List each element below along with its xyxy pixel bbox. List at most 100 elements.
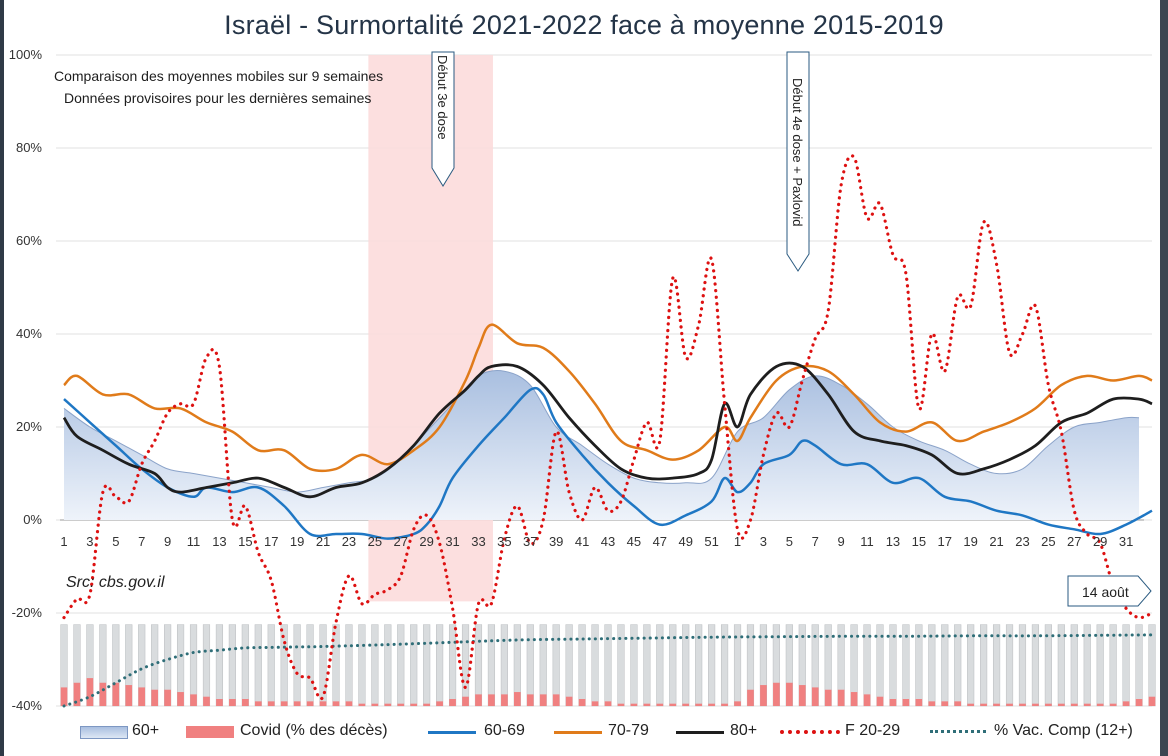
- covid-bar: [747, 689, 754, 706]
- covid-bar: [229, 699, 236, 706]
- covid-bar: [190, 694, 197, 706]
- bar-background: [448, 624, 457, 707]
- x-tick-label: 1: [60, 534, 67, 549]
- covid-bar: [954, 701, 962, 706]
- covid-bar: [462, 696, 469, 706]
- covid-bar: [319, 701, 327, 706]
- area-60plus-fill: [64, 370, 1140, 520]
- x-tick-label: 7: [138, 534, 145, 549]
- covid-bar: [928, 701, 936, 706]
- covid-bar: [604, 701, 612, 706]
- covid-bar: [902, 699, 910, 706]
- bar-background: [423, 624, 431, 707]
- bar-background: [526, 624, 534, 707]
- bar-background: [436, 624, 444, 707]
- bar-background: [500, 624, 508, 707]
- covid-bar: [565, 696, 573, 706]
- covid-bar: [164, 689, 171, 706]
- covid-bar: [475, 694, 482, 706]
- legend-label-covid: Covid (% des décès): [240, 722, 388, 739]
- x-tick-label: 43: [601, 534, 615, 549]
- x-tick-label: 49: [678, 534, 692, 549]
- y-tick-label: 40%: [16, 326, 42, 341]
- x-tick-label: 11: [860, 534, 874, 549]
- covid-bar: [773, 682, 780, 706]
- covid-bar: [630, 703, 638, 706]
- x-tick-label: 31: [445, 534, 459, 549]
- covid-bar: [1006, 703, 1013, 706]
- y-tick-label: 60%: [16, 233, 42, 248]
- x-tick-label: 21: [316, 534, 330, 549]
- left-border: [0, 0, 4, 756]
- x-tick-label: 31: [1119, 534, 1133, 549]
- x-tick-label: 19: [290, 534, 304, 549]
- line-60-69: [63, 386, 1153, 540]
- covid-bar: [941, 701, 949, 706]
- covid-bar: [617, 703, 625, 706]
- bar-background: [565, 624, 573, 707]
- covid-bar: [1032, 703, 1039, 706]
- x-axis: 1 3 5 7 9 11 13 15 17 19 21 23 25 27 29 31 33 35 37 39 41 43 4…: [60, 534, 1133, 549]
- x-tick-label: 35: [497, 534, 511, 549]
- y-tick-label: 0%: [23, 512, 42, 527]
- x-tick-label: 37: [523, 534, 537, 549]
- bar-background: [1135, 624, 1143, 707]
- line-80plus: [62, 361, 1153, 499]
- x-tick-label: 23: [1015, 534, 1029, 549]
- bar-background: [410, 624, 418, 707]
- covid-bar: [591, 701, 599, 706]
- line-vac-comp: [62, 633, 1154, 708]
- covid-bar: [1019, 703, 1026, 706]
- x-tick-label: 23: [342, 534, 356, 549]
- date-callout: [1067, 575, 1152, 607]
- bar-background: [371, 624, 379, 707]
- date-label: 14 août: [1082, 584, 1129, 600]
- covid-bar: [708, 703, 715, 706]
- bar-background: [228, 624, 236, 707]
- dose3-callout: [431, 51, 455, 187]
- bar-background: [254, 624, 262, 707]
- covid-bar: [1083, 703, 1091, 706]
- covid-bar: [86, 678, 94, 706]
- covid-bar: [980, 703, 987, 706]
- covid-bar: [397, 703, 405, 706]
- area-60plus-outline: [63, 370, 1140, 493]
- bar-background: [384, 624, 392, 707]
- covid-bar: [177, 692, 184, 706]
- bar-background: [552, 624, 560, 707]
- subtitle-line-1: Comparaison des moyennes mobiles sur 9 s…: [54, 68, 384, 84]
- chart-title: Israël - Surmortalité 2021-2022 face à m…: [224, 10, 944, 40]
- covid-bar: [915, 699, 923, 706]
- bar-background: [591, 624, 599, 707]
- x-tick-label: 9: [838, 534, 845, 549]
- covid-bar: [112, 682, 120, 706]
- covid-bar: [760, 685, 767, 706]
- covid-bar: [889, 699, 897, 706]
- covid-bar: [514, 692, 521, 706]
- bar-background: [319, 624, 327, 707]
- covid-bar: [1070, 703, 1078, 706]
- covid-bar: [1058, 703, 1065, 706]
- covid-bar: [332, 701, 340, 706]
- bar-background: [267, 624, 275, 707]
- legend-swatch-60plus: [80, 726, 128, 739]
- bar-background: [578, 624, 586, 707]
- covid-bar: [552, 694, 560, 706]
- covid-bar: [1135, 699, 1143, 706]
- covid-bar: [73, 682, 81, 706]
- covid-bar: [345, 701, 353, 706]
- covid-bar: [1096, 703, 1104, 706]
- x-tick-label: 11: [187, 534, 201, 549]
- covid-bar: [786, 682, 793, 706]
- x-tick-label: 13: [212, 534, 226, 549]
- x-tick-label: 9: [164, 534, 171, 549]
- x-tick-label: 33: [471, 534, 485, 549]
- x-tick-label: 45: [627, 534, 641, 549]
- y-tick-label: 100%: [9, 47, 43, 62]
- bar-background: [1148, 624, 1156, 707]
- covid-bar: [721, 703, 728, 706]
- covid-bar: [371, 703, 379, 706]
- covid-bar: [151, 689, 158, 706]
